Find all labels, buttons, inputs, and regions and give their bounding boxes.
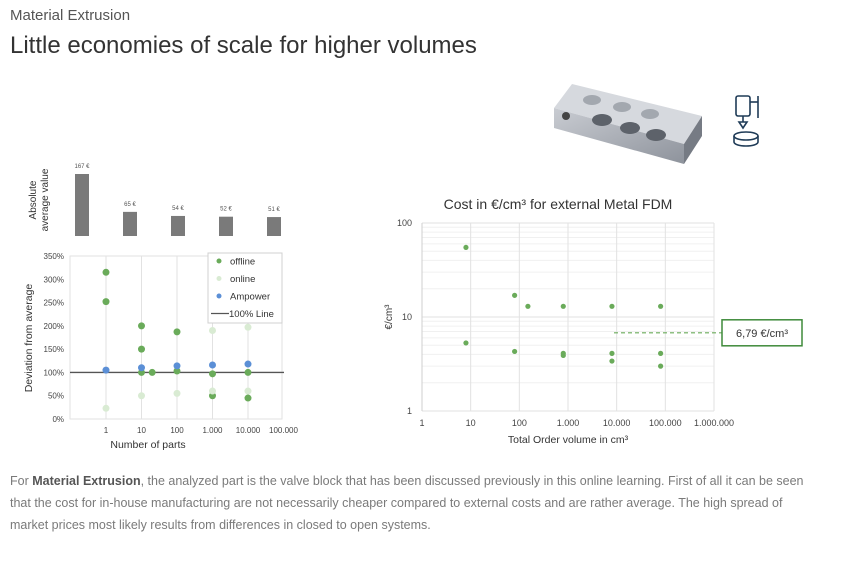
bar-label-0: 167 €	[74, 164, 90, 170]
fdm-point-1	[463, 340, 469, 346]
dev-plot-frame	[69, 255, 283, 420]
legend-label-2: Ampower	[230, 292, 270, 303]
online-point-2	[173, 389, 181, 397]
section-label: Material Extrusion	[10, 7, 131, 24]
fdm-x-tick-2: 100	[512, 418, 527, 428]
fdm-x-tick-5: 100.000	[649, 418, 682, 428]
external-fdm-cost-chart: Cost in €/cm³ for external Metal FDM 1 10 1…	[384, 196, 803, 446]
bar-label-1: 65 €	[124, 202, 136, 208]
dev-y-tick-1: 50%	[48, 392, 64, 401]
offline-point-8	[209, 370, 216, 378]
bar-3	[219, 216, 233, 236]
fdm-ylabel: €/cm³	[384, 304, 395, 330]
dev-y-tick-2: 100%	[44, 368, 64, 377]
dev-x-tick-5: 100.000	[269, 426, 298, 435]
dev-xlabel: Number of parts	[110, 439, 185, 451]
offline-point-11	[244, 394, 252, 402]
fdm-point-13	[658, 363, 664, 369]
fdm-average-label: 6,79 €/cm³	[736, 328, 788, 340]
fdm-x-tick-6: 1.000.000	[694, 418, 734, 428]
offline-point-0	[102, 268, 110, 276]
bar-4	[267, 217, 281, 236]
fdm-point-8	[609, 303, 615, 309]
bar-0	[75, 174, 89, 236]
bar-label-2: 54 €	[172, 206, 184, 212]
fdm-x-tick-3: 1.000	[557, 418, 580, 428]
dev-y-tick-6: 300%	[44, 275, 64, 284]
ampower-point-0	[102, 366, 110, 374]
fdm-x-tick-0: 1	[419, 418, 424, 428]
fdm-x-tick-4: 10.000	[603, 418, 631, 428]
dev-y-tick-4: 200%	[44, 322, 64, 331]
fdm-point-0	[463, 244, 469, 251]
material-name: Material Extrusion	[32, 474, 141, 488]
dev-x-tick-3: 1.000	[202, 426, 223, 435]
dev-ylabel: Deviation from average	[23, 284, 35, 393]
fdm-point-2	[512, 292, 518, 298]
offline-point-1	[102, 298, 110, 306]
offline-point-7	[173, 367, 181, 375]
cost-deviation-charts: 167 € 65 € 54 € 52 € 51 € Absolute average val…	[23, 164, 299, 451]
dev-y-tick-7: 350%	[44, 252, 64, 261]
bar-ylabel-line2: average value	[40, 168, 51, 231]
fdm-point-4	[525, 303, 531, 309]
online-point-6	[244, 387, 252, 395]
valve-block-render-icon	[554, 84, 702, 164]
fdm-xlabel: Total Order volume in cm³	[508, 434, 629, 446]
ampower-point-4	[244, 360, 252, 368]
bar-label-4: 51 €	[268, 207, 280, 213]
legend-marker-1	[216, 276, 222, 281]
page-title: Little economies of scale for higher vol…	[10, 32, 477, 59]
fdm-point-10	[609, 358, 615, 364]
legend-marker-0	[216, 258, 222, 264]
fdm-y-tick-2: 100	[397, 218, 412, 228]
online-point-1	[138, 392, 145, 400]
bar-label-3: 52 €	[220, 207, 232, 213]
dev-x-tick-1: 10	[137, 426, 146, 435]
dev-x-tick-4: 10.000	[236, 426, 261, 435]
metal-fdm-printer-icon	[733, 95, 759, 147]
fdm-y-tick-1: 10	[402, 312, 412, 322]
ampower-point-3	[209, 361, 216, 369]
fdm-point-7	[560, 352, 566, 359]
fdm-point-3	[512, 348, 518, 355]
legend-label-1: online	[230, 274, 255, 285]
fdm-x-tick-1: 10	[466, 418, 476, 428]
offline-point-2	[138, 322, 145, 330]
description-paragraph: For Material Extrusion, the analyzed par…	[10, 474, 804, 532]
offline-point-6	[173, 328, 181, 336]
legend-marker-2	[216, 293, 222, 299]
dev-y-tick-0: 0%	[52, 415, 64, 424]
offline-point-5	[148, 368, 156, 376]
dev-legend	[207, 252, 283, 324]
bar-2	[171, 215, 185, 236]
online-point-5	[244, 323, 252, 331]
dev-x-tick-2: 100	[170, 426, 184, 435]
dev-x-tick-0: 1	[104, 426, 109, 435]
fdm-point-12	[658, 350, 664, 356]
legend-label-0: offline	[230, 257, 255, 268]
offline-point-3	[138, 345, 145, 353]
fdm-point-11	[658, 303, 664, 309]
dev-y-tick-3: 150%	[44, 345, 64, 354]
bar-ylabel-line1: Absolute	[28, 180, 39, 219]
legend-label-3: 100% Line	[229, 309, 274, 320]
fdm-point-9	[609, 350, 615, 356]
online-point-0	[102, 404, 110, 412]
bar-1	[123, 211, 137, 236]
fdm-point-5	[560, 303, 566, 309]
ampower-point-2	[173, 362, 181, 370]
fdm-chart-title: Cost in €/cm³ for external Metal FDM	[444, 196, 673, 212]
online-point-4	[209, 387, 216, 395]
fdm-average-callout	[721, 319, 803, 347]
fdm-y-tick-0: 1	[407, 406, 412, 416]
ampower-point-1	[138, 364, 145, 372]
dev-y-tick-5: 250%	[44, 299, 64, 308]
offline-point-10	[244, 368, 252, 376]
online-point-3	[209, 327, 216, 335]
